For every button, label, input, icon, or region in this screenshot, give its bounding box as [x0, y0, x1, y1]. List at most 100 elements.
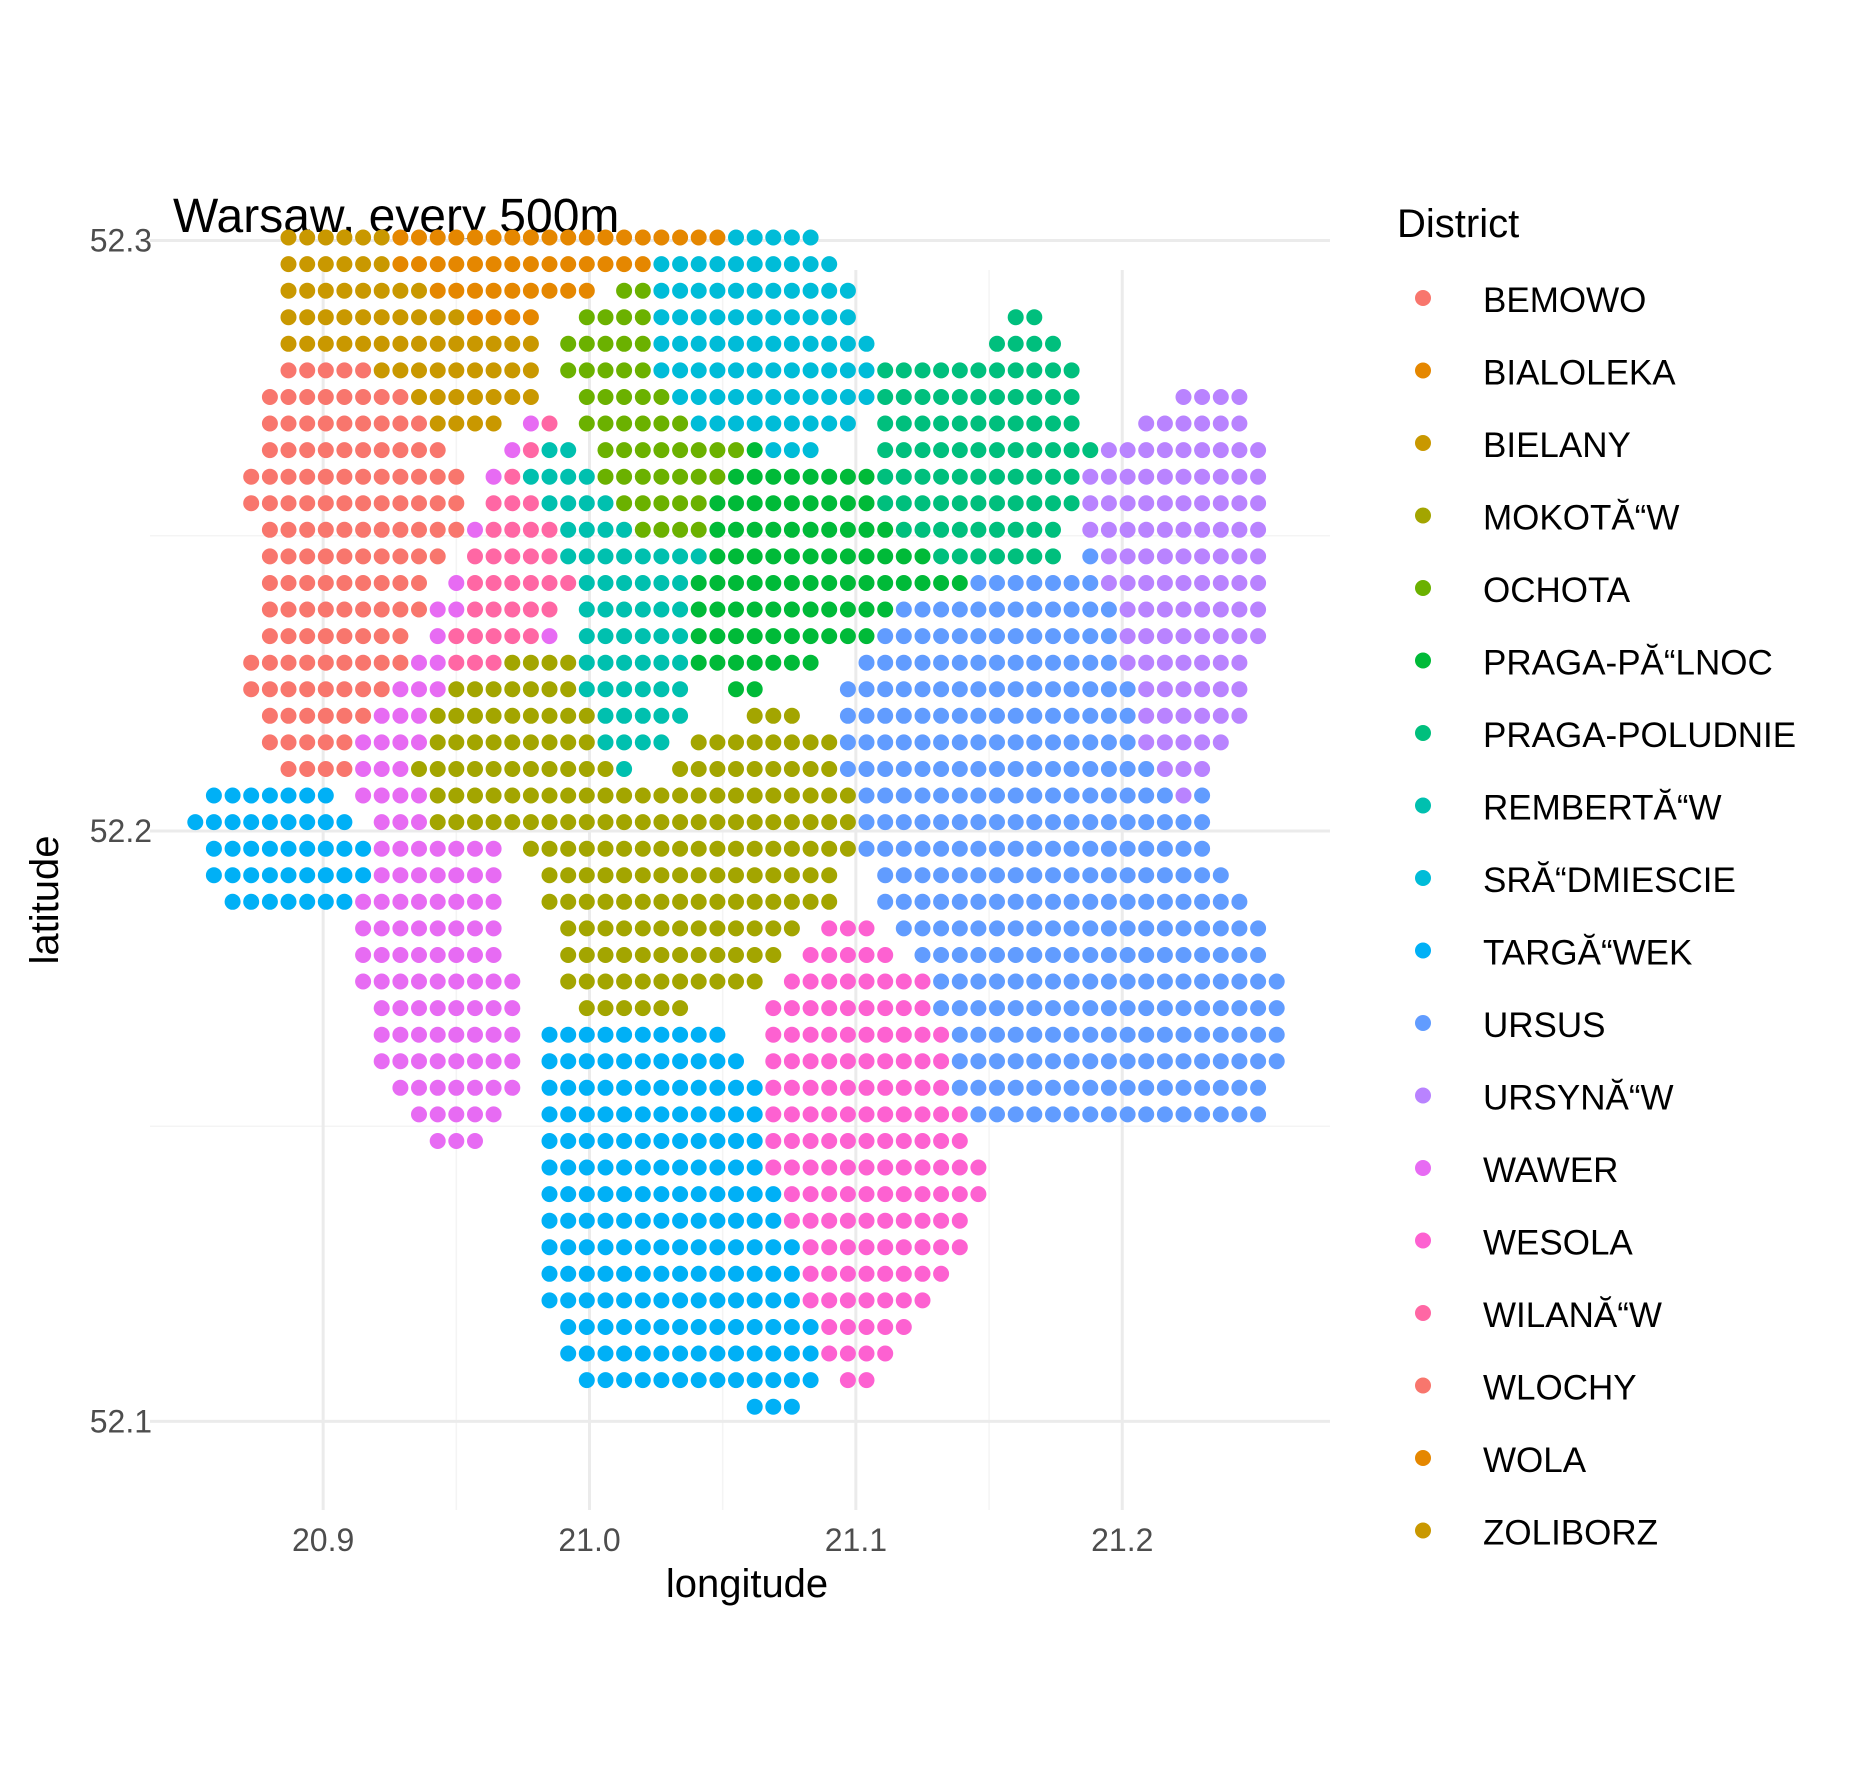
- data-point: [690, 415, 707, 432]
- data-point: [914, 707, 931, 724]
- data-point: [783, 1026, 800, 1043]
- data-point: [728, 309, 744, 326]
- data-point: [765, 761, 782, 777]
- data-point: [690, 1319, 707, 1335]
- data-point: [672, 1026, 689, 1043]
- data-point: [355, 415, 372, 432]
- data-point: [634, 1159, 651, 1176]
- data-point: [280, 654, 297, 671]
- data-point: [597, 893, 614, 910]
- data-point: [821, 1026, 838, 1043]
- data-point: [1026, 521, 1043, 538]
- data-point: [392, 920, 409, 937]
- data-point: [839, 1372, 856, 1389]
- data-point: [1231, 521, 1248, 538]
- data-point: [243, 681, 260, 698]
- data-point: [783, 468, 800, 485]
- data-point: [877, 1345, 894, 1362]
- data-point: [485, 256, 502, 273]
- data-point: [1007, 335, 1024, 352]
- data-point: [1045, 1000, 1061, 1017]
- data-point: [373, 335, 390, 352]
- data-point: [1231, 468, 1248, 485]
- data-point: [877, 973, 894, 990]
- data-point: [1194, 973, 1211, 990]
- data-point: [839, 920, 856, 937]
- data-point: [765, 468, 782, 485]
- data-point: [485, 893, 502, 910]
- data-point: [709, 787, 726, 804]
- data-point: [280, 707, 297, 724]
- data-point: [1100, 601, 1117, 618]
- data-point: [839, 1026, 856, 1043]
- data-point: [970, 814, 987, 831]
- data-point: [989, 362, 1005, 379]
- data-point: [616, 867, 633, 884]
- data-point: [541, 814, 558, 831]
- data-point: [597, 1212, 614, 1229]
- data-point: [709, 814, 726, 831]
- data-point: [355, 734, 372, 751]
- data-point: [541, 1133, 558, 1149]
- data-point: [970, 840, 987, 857]
- data-point: [690, 1292, 707, 1309]
- data-point: [1212, 681, 1229, 698]
- data-point: [746, 1372, 763, 1389]
- data-point: [504, 362, 521, 379]
- data-point: [578, 1079, 595, 1096]
- data-point: [746, 681, 763, 698]
- data-point: [336, 893, 353, 910]
- data-point: [1231, 601, 1248, 618]
- data-point: [336, 628, 353, 645]
- data-point: [858, 1292, 875, 1309]
- data-point: [802, 1133, 819, 1149]
- data-point: [560, 1345, 577, 1362]
- data-point: [616, 1372, 633, 1389]
- data-point: [765, 1319, 782, 1335]
- data-point: [709, 1106, 726, 1123]
- data-point: [877, 814, 894, 831]
- data-point: [653, 707, 670, 724]
- data-point: [690, 1079, 707, 1096]
- data-point: [411, 442, 427, 459]
- data-point: [634, 389, 651, 405]
- data-point: [299, 282, 316, 299]
- data-point: [783, 575, 800, 591]
- legend-label: PRAGA-POLUDNIE: [1483, 716, 1796, 755]
- data-point: [839, 1000, 856, 1017]
- data-point: [504, 335, 521, 352]
- data-point: [709, 1186, 726, 1203]
- data-point: [1156, 761, 1173, 777]
- data-point: [448, 335, 465, 352]
- data-point: [858, 521, 875, 538]
- data-point: [243, 893, 260, 910]
- data-point: [1212, 947, 1229, 963]
- data-point: [672, 920, 689, 937]
- data-point: [1194, 1000, 1211, 1017]
- data-point: [672, 787, 689, 804]
- data-point: [765, 309, 782, 326]
- data-point: [1045, 654, 1061, 671]
- data-point: [877, 1212, 894, 1229]
- data-point: [653, 1265, 670, 1282]
- data-point: [783, 1345, 800, 1362]
- data-points: [187, 229, 1285, 1415]
- data-point: [877, 1319, 894, 1335]
- data-point: [914, 681, 931, 698]
- legend-label: ZOLIBORZ: [1483, 1514, 1658, 1553]
- data-point: [392, 256, 409, 273]
- data-point: [951, 468, 968, 485]
- data-point: [522, 548, 539, 565]
- data-point: [1082, 707, 1099, 724]
- data-point: [429, 468, 446, 485]
- data-point: [578, 628, 595, 645]
- data-point: [411, 495, 427, 512]
- data-point: [373, 1053, 390, 1070]
- data-point: [467, 1000, 483, 1017]
- data-point: [709, 654, 726, 671]
- legend-title: District: [1397, 202, 1519, 246]
- data-point: [1063, 787, 1080, 804]
- data-point: [802, 282, 819, 299]
- data-point: [1119, 1000, 1136, 1017]
- data-point: [392, 681, 409, 698]
